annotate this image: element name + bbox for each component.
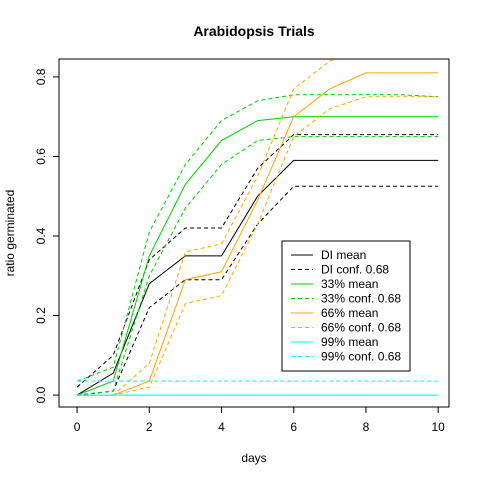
x-axis: 0 2 4 6 8 10 — [74, 406, 445, 434]
legend-label: DI mean — [321, 248, 366, 262]
series-line-3 — [76, 116, 439, 396]
y-tick-label: 0.4 — [34, 227, 48, 244]
x-tick-label: 4 — [218, 420, 225, 434]
x-axis-label: days — [241, 451, 266, 465]
y-axis-label: ratio germinated — [3, 190, 17, 277]
legend-label: 33% mean — [321, 277, 378, 291]
chart-title: Arabidopsis Trials — [193, 23, 315, 39]
legend-label: 33% conf. 0.68 — [321, 292, 401, 306]
series-line-2 — [76, 134, 439, 388]
series-layer — [76, 59, 439, 396]
legend-label: 99% conf. 0.68 — [321, 350, 401, 364]
legend-label: 66% conf. 0.68 — [321, 321, 401, 335]
legend-label: 66% mean — [321, 306, 378, 320]
legend-box — [281, 240, 411, 372]
x-tick-label: 2 — [146, 420, 153, 434]
series-line-7 — [77, 96, 439, 396]
x-tick-label: 0 — [74, 420, 81, 434]
legend-label: 99% mean — [321, 335, 378, 349]
x-tick-label: 8 — [363, 420, 370, 434]
y-tick-label: 0.0 — [34, 386, 48, 403]
y-tick-label: 0.6 — [34, 148, 48, 165]
x-tick-label: 10 — [431, 420, 445, 434]
series-line-6 — [77, 72, 439, 396]
legend-label: DI conf. 0.68 — [321, 263, 389, 277]
series-line-0 — [76, 159, 439, 396]
series-line-5 — [76, 94, 439, 382]
y-tick-label: 0.2 — [34, 307, 48, 324]
y-axis: 0.0 0.2 0.4 0.6 0.8 — [34, 68, 60, 403]
x-tick-label: 6 — [290, 420, 297, 434]
y-tick-label: 0.8 — [34, 68, 48, 85]
